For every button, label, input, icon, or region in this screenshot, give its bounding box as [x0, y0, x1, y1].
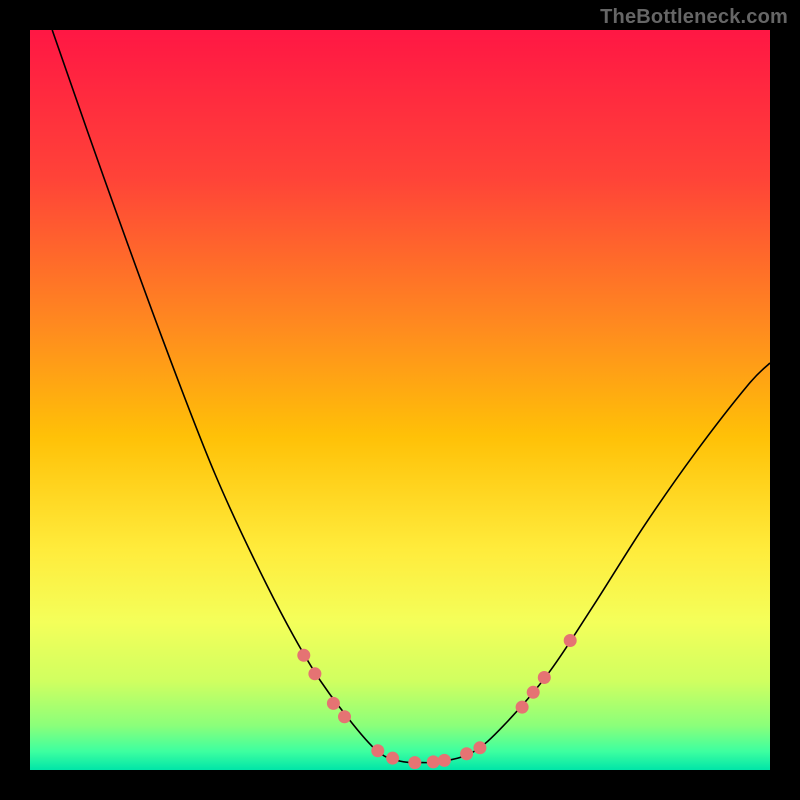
data-marker	[538, 671, 551, 684]
data-marker	[427, 755, 440, 768]
data-marker	[527, 686, 540, 699]
bottleneck-chart-svg	[0, 0, 800, 800]
data-marker	[327, 697, 340, 710]
data-marker	[371, 744, 384, 757]
data-marker	[460, 747, 473, 760]
data-marker	[473, 741, 486, 754]
data-marker	[438, 754, 451, 767]
data-marker	[297, 649, 310, 662]
data-marker	[408, 756, 421, 769]
data-marker	[564, 634, 577, 647]
data-marker	[386, 752, 399, 765]
data-marker	[308, 667, 321, 680]
data-marker	[516, 701, 529, 714]
watermark-label: TheBottleneck.com	[600, 6, 788, 29]
chart-gradient-background	[30, 30, 770, 770]
data-marker	[338, 710, 351, 723]
bottleneck-chart-container: TheBottleneck.com	[0, 0, 800, 800]
